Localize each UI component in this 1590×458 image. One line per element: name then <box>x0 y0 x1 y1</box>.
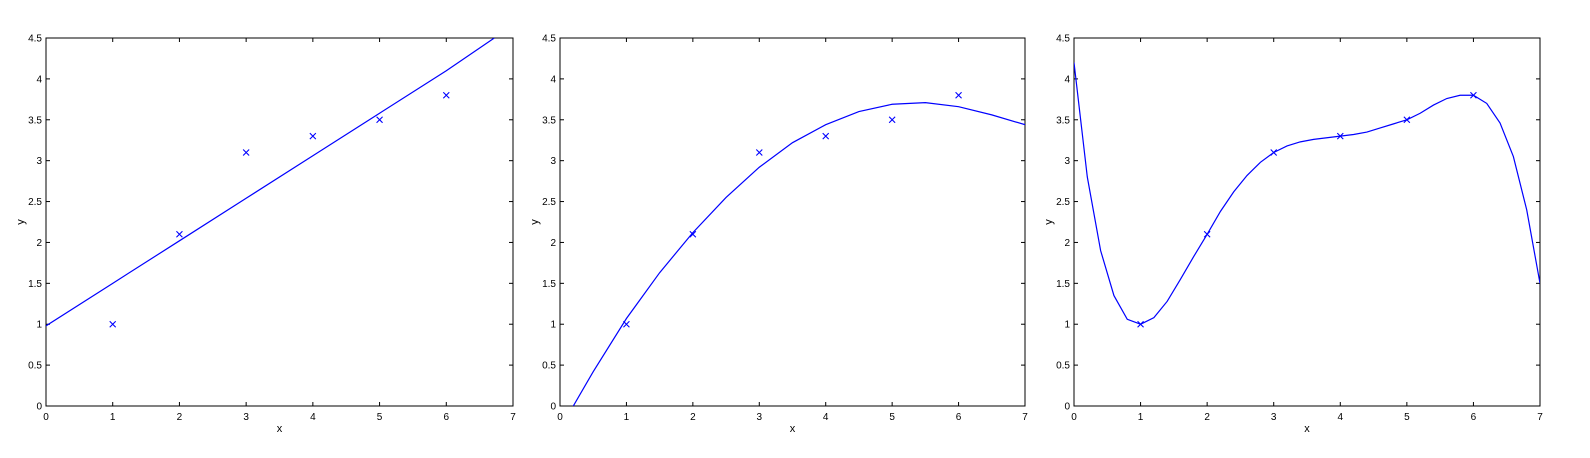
y-tick-label: 4 <box>550 74 556 85</box>
y-tick-label: 2 <box>1064 238 1070 249</box>
x-tick-label: 1 <box>1138 412 1144 423</box>
x-tick-label: 3 <box>1271 412 1277 423</box>
y-tick-label: 1 <box>550 320 556 331</box>
data-point-marker <box>109 320 117 328</box>
data-point-marker <box>376 116 383 124</box>
x-axis-label: x <box>1304 423 1310 435</box>
y-tick-label: 0.5 <box>28 361 42 372</box>
x-tick-label: 7 <box>1022 412 1028 423</box>
data-point-marker <box>442 91 450 99</box>
y-tick-label: 2.5 <box>28 197 42 208</box>
y-tick-label: 4 <box>1064 74 1070 85</box>
y-tick-label: 3.5 <box>1056 115 1070 126</box>
y-tick-label: 1 <box>36 320 42 331</box>
x-tick-label: 2 <box>177 412 183 423</box>
plot-area-frame <box>45 37 514 407</box>
y-axis-label: y <box>529 219 541 225</box>
x-axis-label: x <box>790 423 796 435</box>
data-point-marker <box>623 320 630 328</box>
chart-panel-2: 0 1 2 3 4 5 6 7 0 0.5 1 1.5 2 2.5 3 3.5 4 4.5 x y <box>529 34 1028 436</box>
x-tick-label: 0 <box>43 412 49 423</box>
x-tick-label: 5 <box>377 412 383 423</box>
y-axis-label: y <box>1043 219 1055 225</box>
data-point-marker <box>1470 91 1477 99</box>
y-tick-label: 4.5 <box>542 34 556 45</box>
chart-panel-1: 0 1 2 3 4 5 6 7 0 0.5 1 1.5 2 2.5 3 3.5 4 4.5 x y <box>15 34 516 436</box>
plot-area-frame <box>559 37 1026 407</box>
y-axis-label: y <box>15 219 27 225</box>
y-tick-label: 0.5 <box>1056 361 1070 372</box>
y-tick-label: 0 <box>1064 402 1070 413</box>
x-tick-label: 1 <box>624 412 630 423</box>
x-tick-label: 3 <box>757 412 763 423</box>
x-tick-label: 7 <box>1537 412 1543 423</box>
data-point-marker <box>888 116 896 124</box>
data-point-marker <box>955 91 962 99</box>
y-tick-label: 4.5 <box>28 34 42 45</box>
fit-curve-line <box>572 101 1025 406</box>
x-tick-label: 5 <box>1404 412 1410 423</box>
x-tick-label: 2 <box>1204 412 1210 423</box>
x-tick-label: 4 <box>310 412 316 423</box>
x-tick-label: 1 <box>110 412 116 423</box>
x-tick-label: 2 <box>690 412 696 423</box>
data-point-marker <box>176 230 183 238</box>
x-tick-label: 5 <box>889 412 895 423</box>
y-tick-label: 0.5 <box>542 361 556 372</box>
y-tick-label: 2 <box>550 238 556 249</box>
x-axis-label: x <box>277 423 283 435</box>
y-tick-label: 1.5 <box>1056 279 1070 290</box>
x-tick-label: 6 <box>1471 412 1477 423</box>
data-point-marker <box>689 230 697 238</box>
data-point-marker <box>1403 116 1411 124</box>
x-tick-label: 4 <box>823 412 829 423</box>
y-tick-label: 0 <box>550 402 556 413</box>
data-point-marker <box>242 149 250 156</box>
chart-panel-3: 0 1 2 3 4 5 6 7 0 0.5 1 1.5 2 2.5 3 3.5 4 4.5 x y <box>1043 34 1543 436</box>
y-tick-label: 3 <box>550 156 556 167</box>
fit-curve-line <box>46 38 495 327</box>
data-point-marker <box>822 132 830 140</box>
y-tick-label: 2 <box>36 238 42 249</box>
x-tick-label: 0 <box>1071 412 1077 423</box>
data-point-marker <box>755 149 763 156</box>
y-tick-label: 1.5 <box>542 279 556 290</box>
data-point-marker <box>1270 149 1278 156</box>
x-tick-label: 6 <box>956 412 962 423</box>
y-tick-label: 1 <box>1064 320 1070 331</box>
y-tick-label: 2.5 <box>1056 197 1070 208</box>
y-tick-label: 0 <box>36 402 42 413</box>
y-tick-label: 3.5 <box>542 115 556 126</box>
plot-area-frame <box>1073 37 1541 407</box>
data-point-marker <box>1336 132 1344 140</box>
y-tick-label: 2.5 <box>542 197 556 208</box>
x-tick-label: 7 <box>510 412 516 423</box>
y-tick-label: 3.5 <box>28 115 42 126</box>
y-tick-label: 3 <box>1064 156 1070 167</box>
y-tick-label: 1.5 <box>28 279 42 290</box>
data-point-marker <box>1137 320 1144 328</box>
fit-curve-line <box>1074 62 1540 325</box>
x-tick-label: 3 <box>243 412 249 423</box>
y-tick-label: 3 <box>36 156 42 167</box>
x-tick-label: 4 <box>1338 412 1344 423</box>
data-point-marker <box>309 132 317 140</box>
y-tick-label: 4 <box>36 74 42 85</box>
x-tick-label: 0 <box>557 412 563 423</box>
data-point-marker <box>1203 230 1211 238</box>
y-tick-label: 4.5 <box>1056 34 1070 45</box>
x-tick-label: 6 <box>444 412 450 423</box>
